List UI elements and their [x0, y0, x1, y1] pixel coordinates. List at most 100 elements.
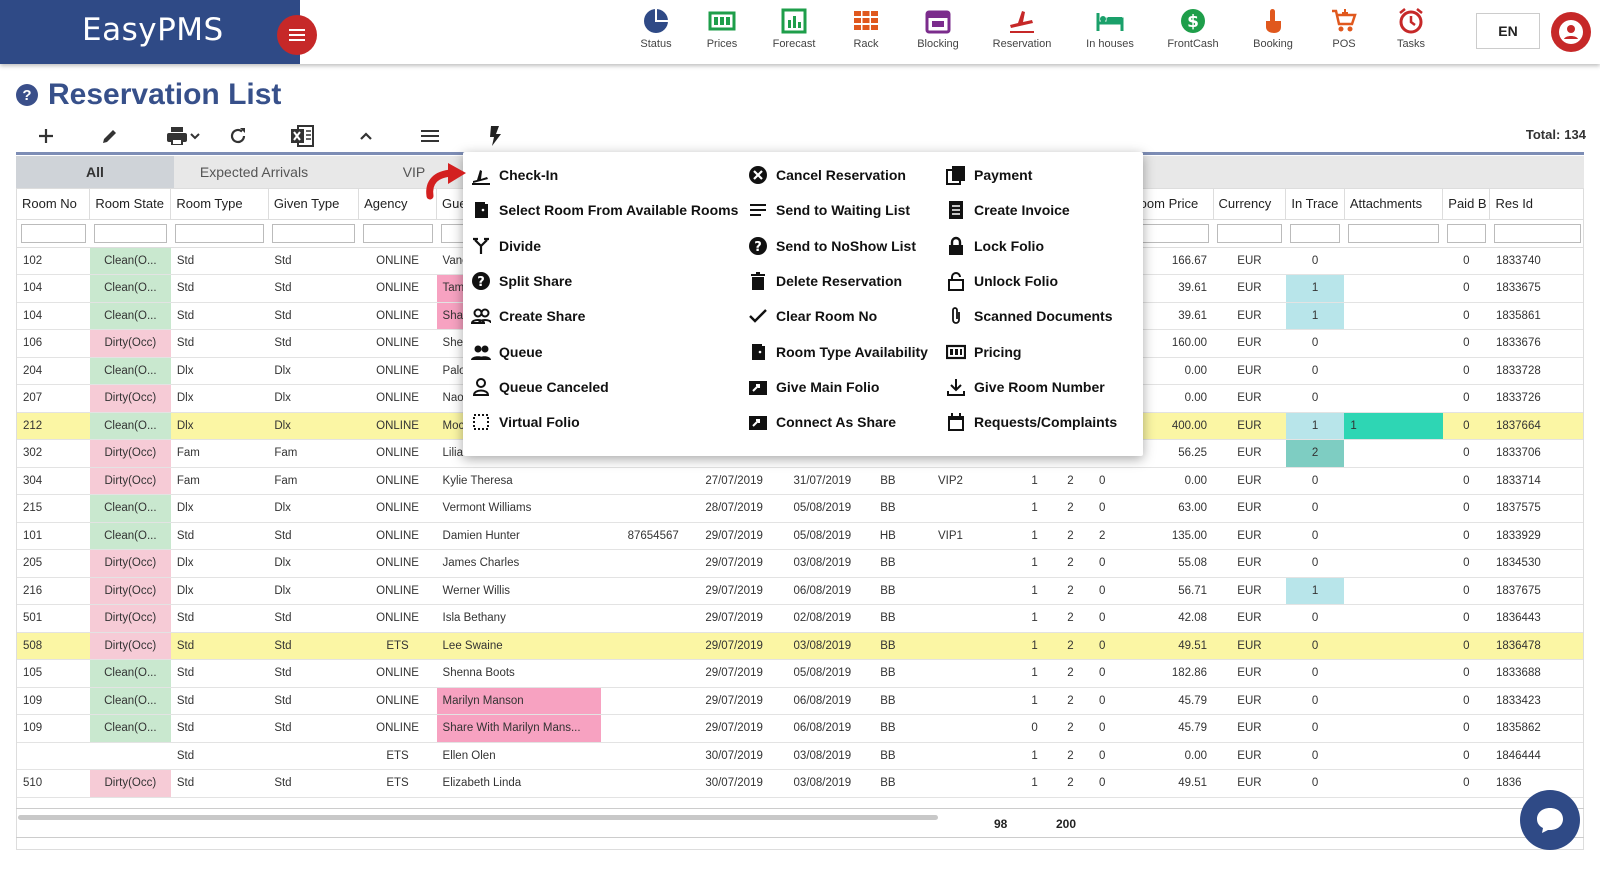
column-header[interactable]: Currency: [1213, 189, 1287, 220]
nav-in-houses[interactable]: In houses: [1070, 4, 1150, 60]
cell-vip: [918, 714, 983, 743]
tab-vip[interactable]: VIP: [402, 164, 426, 180]
menu-item-check-in[interactable]: Check-In: [471, 160, 558, 190]
table-row[interactable]: 205 Dirty(Occ) Dlx Dlx ONLINE James Charles 29…: [17, 549, 1583, 578]
column-header[interactable]: Res Id: [1489, 189, 1583, 220]
print-button[interactable]: [160, 122, 206, 150]
menu-item-requests-complaints[interactable]: Requests/Complaints: [946, 407, 1117, 437]
cell-guest: Vermont Williams: [436, 494, 601, 523]
column-filter-input[interactable]: [1446, 223, 1486, 243]
menu-item-create-share[interactable]: Create Share: [471, 301, 585, 331]
menu-item-room-type-availability[interactable]: Room Type Availability: [748, 337, 928, 367]
menu-item-scanned-documents[interactable]: Scanned Documents: [946, 301, 1112, 331]
menu-item-split-share[interactable]: ? Split Share: [471, 266, 572, 296]
menu-item-delete-reservation[interactable]: Delete Reservation: [748, 266, 902, 296]
cell-type: Std: [170, 714, 269, 743]
nav-tasks[interactable]: Tasks: [1371, 4, 1451, 60]
user-menu-button[interactable]: [1551, 12, 1591, 52]
column-filter-input[interactable]: [21, 223, 86, 243]
cell-agency: ETS: [358, 769, 437, 798]
menu-item-give-main-folio[interactable]: Give Main Folio: [748, 372, 879, 402]
column-header[interactable]: Given Type: [268, 189, 360, 220]
help-icon[interactable]: ?: [16, 84, 38, 106]
table-row[interactable]: 109 Clean(O... Std Std ONLINE Share With Mari…: [17, 714, 1583, 743]
nav-pos[interactable]: POS: [1304, 4, 1384, 60]
cell-ad: 2: [1043, 659, 1080, 688]
menu-item-divide[interactable]: Divide: [471, 231, 541, 261]
cell-trace: 0: [1285, 687, 1345, 715]
column-filter-input[interactable]: [1217, 223, 1282, 243]
table-row[interactable]: 508 Dirty(Occ) Std Std ETS Lee Swaine 29/07/20…: [17, 632, 1583, 660]
cell-price: 45.79: [1124, 687, 1214, 715]
collapse-button[interactable]: [354, 122, 378, 150]
menu-item-send-to-waiting-list[interactable]: Send to Waiting List: [748, 195, 910, 225]
export-excel-button[interactable]: [288, 122, 316, 150]
column-filter-input[interactable]: [1348, 223, 1439, 243]
table-row[interactable]: 510 Dirty(Occ) Std Std ETS Elizabeth Linda 30/…: [17, 769, 1583, 798]
horizontal-scrollbar[interactable]: [18, 815, 938, 820]
in-houses-bed-icon: [1096, 13, 1124, 31]
table-row[interactable]: Std ETS Ellen Olen 30/07/2019 03/08/2019 BB 1 2…: [17, 742, 1583, 770]
nav-rack[interactable]: Rack: [826, 4, 906, 60]
cell-att: [1344, 439, 1443, 468]
nav-reservation[interactable]: Reservation: [982, 4, 1062, 60]
column-header[interactable]: Agency: [358, 189, 438, 220]
tab-expected-arrivals[interactable]: Expected Arrivals: [199, 164, 309, 180]
chat-button[interactable]: [1520, 790, 1580, 850]
cell-price: 55.08: [1124, 549, 1214, 578]
menu-item-virtual-folio[interactable]: Virtual Folio: [471, 407, 580, 437]
menu-item-unlock-folio[interactable]: Unlock Folio: [946, 266, 1058, 296]
refresh-button[interactable]: [226, 122, 250, 150]
menu-item-queue[interactable]: Queue: [471, 337, 543, 367]
column-filter-input[interactable]: [1128, 223, 1210, 243]
menu-item-connect-as-share[interactable]: Connect As Share: [748, 407, 896, 437]
table-row[interactable]: 109 Clean(O... Std Std ONLINE Marilyn Manson 2…: [17, 687, 1583, 715]
table-row[interactable]: 216 Dirty(Occ) Dlx Dlx ONLINE Werner Willis 29…: [17, 577, 1583, 605]
column-header[interactable]: Room State: [89, 189, 172, 220]
main-menu-button[interactable]: [277, 15, 317, 55]
cell-paid: 0: [1442, 329, 1490, 358]
nav-prices[interactable]: Prices: [682, 4, 762, 60]
add-button[interactable]: [34, 122, 58, 150]
column-filter-input[interactable]: [362, 223, 433, 243]
nav-frontcash[interactable]: $ FrontCash: [1153, 4, 1233, 60]
menu-item-send-to-noshow-list[interactable]: ? Send to NoShow List: [748, 231, 916, 261]
menu-item-give-room-number[interactable]: Give Room Number: [946, 372, 1105, 402]
menu-item-create-invoice[interactable]: Create Invoice: [946, 195, 1070, 225]
nav-booking[interactable]: Booking: [1233, 4, 1313, 60]
table-row[interactable]: 501 Dirty(Occ) Std Std ONLINE Isla Bethany 29/…: [17, 604, 1583, 633]
menu-item-payment[interactable]: Payment: [946, 160, 1032, 190]
nav-forecast[interactable]: Forecast: [754, 4, 834, 60]
menu-item-cancel-reservation[interactable]: Cancel Reservation: [748, 160, 906, 190]
column-filter-input[interactable]: [1493, 223, 1581, 243]
column-header[interactable]: Room Type: [170, 189, 269, 220]
cell-phone: [600, 549, 685, 578]
menu-item-queue-canceled[interactable]: Queue Canceled: [471, 372, 609, 402]
app-logo[interactable]: EasyPMS: [0, 0, 300, 64]
table-row[interactable]: 105 Clean(O... Std Std ONLINE Shenna Boots 29/…: [17, 659, 1583, 688]
column-filter-input[interactable]: [272, 223, 355, 243]
menu-item-select-room-from-available-rooms[interactable]: Select Room From Available Rooms: [471, 195, 738, 225]
column-header[interactable]: In Trace: [1285, 189, 1345, 220]
quick-actions-button[interactable]: [483, 122, 507, 150]
columns-menu-button[interactable]: [418, 122, 442, 150]
table-row[interactable]: 101 Clean(O... Std Std ONLINE Damien Hunter 87…: [17, 522, 1583, 550]
column-filter-input[interactable]: [1289, 223, 1341, 243]
cell-arr: 29/07/2019: [684, 714, 769, 743]
language-selector[interactable]: EN: [1476, 13, 1540, 49]
edit-button[interactable]: [98, 122, 122, 150]
menu-item-pricing[interactable]: Pricing: [946, 337, 1021, 367]
cell-price: 63.00: [1124, 494, 1214, 523]
table-row[interactable]: 304 Dirty(Occ) Fam Fam ONLINE Kylie Theresa 27…: [17, 467, 1583, 495]
menu-item-lock-folio[interactable]: Lock Folio: [946, 231, 1044, 261]
table-row[interactable]: 215 Clean(O... Dlx Dlx ONLINE Vermont William…: [17, 494, 1583, 523]
menu-item-clear-room-no[interactable]: Clear Room No: [748, 301, 877, 331]
tab-all[interactable]: All: [16, 156, 174, 188]
column-filter-input[interactable]: [174, 223, 265, 243]
column-header[interactable]: Room No: [17, 189, 91, 220]
column-filter-input[interactable]: [93, 223, 167, 243]
column-header[interactable]: Paid B: [1442, 189, 1491, 220]
nav-status[interactable]: Status: [616, 4, 696, 60]
nav-blocking[interactable]: Blocking: [898, 4, 978, 60]
column-header[interactable]: Attachments: [1344, 189, 1444, 220]
